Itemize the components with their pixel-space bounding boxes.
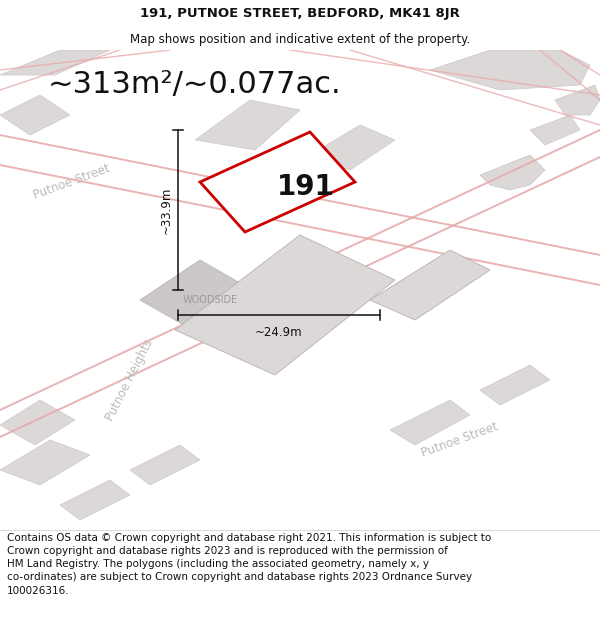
Text: ~313m²/~0.077ac.: ~313m²/~0.077ac. (48, 71, 342, 99)
Polygon shape (60, 480, 130, 520)
Polygon shape (480, 155, 545, 190)
Polygon shape (0, 440, 90, 485)
Text: 191: 191 (277, 173, 334, 201)
Text: Putnoe Heights: Putnoe Heights (104, 337, 156, 423)
Polygon shape (555, 85, 600, 115)
Text: ~24.9m: ~24.9m (255, 326, 303, 339)
Polygon shape (370, 250, 490, 320)
Text: Map shows position and indicative extent of the property.: Map shows position and indicative extent… (130, 32, 470, 46)
Polygon shape (480, 365, 550, 405)
Polygon shape (0, 50, 110, 75)
Text: Putnoe Street: Putnoe Street (32, 162, 112, 202)
Polygon shape (200, 132, 355, 232)
Text: ~33.9m: ~33.9m (160, 186, 173, 234)
Polygon shape (175, 235, 395, 375)
Polygon shape (140, 260, 270, 340)
Text: 191, PUTNOE STREET, BEDFORD, MK41 8JR: 191, PUTNOE STREET, BEDFORD, MK41 8JR (140, 8, 460, 21)
Polygon shape (0, 400, 75, 445)
Polygon shape (310, 125, 395, 170)
Polygon shape (195, 100, 300, 150)
Polygon shape (530, 115, 580, 145)
Polygon shape (130, 445, 200, 485)
Text: Contains OS data © Crown copyright and database right 2021. This information is : Contains OS data © Crown copyright and d… (7, 533, 491, 596)
Polygon shape (430, 50, 590, 90)
Text: WOODSIDE: WOODSIDE (183, 295, 238, 305)
Polygon shape (390, 400, 470, 445)
Polygon shape (0, 95, 70, 135)
Text: Putnoe Street: Putnoe Street (420, 420, 500, 460)
